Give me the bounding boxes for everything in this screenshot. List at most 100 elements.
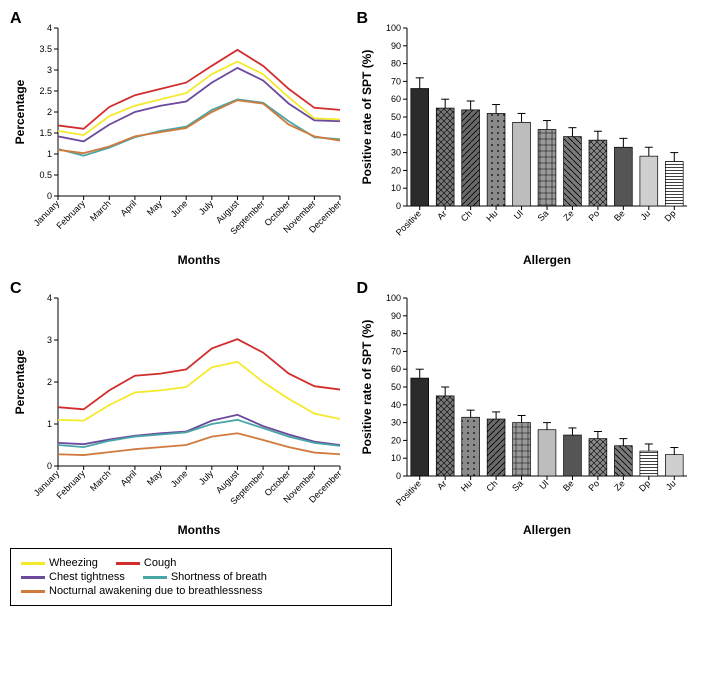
svg-text:June: June [169,198,190,219]
svg-text:May: May [145,198,164,217]
svg-text:Allergen: Allergen [522,253,570,267]
svg-text:Hu: Hu [484,208,499,223]
svg-text:1: 1 [47,149,52,159]
svg-text:1.5: 1.5 [39,128,52,138]
svg-text:Positive rate of SPT (%): Positive rate of SPT (%) [360,50,374,185]
svg-text:Ju: Ju [663,478,677,492]
panel-grid: A 00.511.522.533.54JanuaryFebruaryMarchA… [10,10,698,540]
svg-text:Positive: Positive [393,208,422,237]
svg-text:80: 80 [390,59,400,69]
svg-text:Be: Be [611,208,626,223]
svg-text:50: 50 [390,382,400,392]
svg-text:3: 3 [47,335,52,345]
panel-a: A 00.511.522.533.54JanuaryFebruaryMarchA… [10,10,352,270]
svg-text:0: 0 [395,471,400,481]
svg-text:50: 50 [390,112,400,122]
legend-swatch [116,562,140,565]
svg-text:0.5: 0.5 [39,170,52,180]
svg-text:4: 4 [47,23,52,33]
svg-text:Ar: Ar [435,208,448,221]
svg-text:Months: Months [178,253,221,267]
panel-b: B 0102030405060708090100PositiveArChHuUl… [357,10,699,270]
svg-text:Months: Months [178,523,221,537]
svg-text:2.5: 2.5 [39,86,52,96]
svg-text:90: 90 [390,41,400,51]
svg-text:April: April [119,198,139,218]
svg-text:0: 0 [47,191,52,201]
svg-text:February: February [55,468,88,501]
svg-text:Po: Po [586,478,601,493]
legend-label: Wheezing [49,557,98,569]
svg-text:Ch: Ch [458,208,473,223]
svg-text:Sa: Sa [535,208,550,223]
legend-swatch [21,590,45,593]
svg-text:Po: Po [586,208,601,223]
svg-text:90: 90 [390,311,400,321]
svg-text:Sa: Sa [510,478,525,493]
svg-text:May: May [145,468,164,487]
svg-text:Hu: Hu [458,478,473,493]
svg-text:Ju: Ju [638,208,652,222]
svg-text:June: June [169,468,190,489]
svg-text:Ze: Ze [612,478,627,493]
svg-text:Dp: Dp [637,478,652,493]
svg-text:10: 10 [390,453,400,463]
line-chart-c: 01234JanuaryFebruaryMarchAprilMayJuneJul… [10,280,350,540]
legend-box: Wheezing Cough Chest tightness Shortness of… [10,548,392,606]
panel-label-d: D [357,280,369,298]
svg-text:July: July [197,198,216,217]
svg-text:2: 2 [47,107,52,117]
panel-c: C 01234JanuaryFebruaryMarchAprilMayJuneJ… [10,280,352,540]
svg-text:60: 60 [390,364,400,374]
svg-text:0: 0 [395,201,400,211]
legend-item: Chest tightness [21,571,125,583]
legend-swatch [21,576,45,579]
legend-row: Chest tightness Shortness of breath [21,571,381,583]
svg-text:2: 2 [47,377,52,387]
svg-text:40: 40 [390,130,400,140]
svg-text:Ze: Ze [561,208,576,223]
legend-label: Chest tightness [49,571,125,583]
legend-label: Nocturnal awakening due to breathlessnes… [49,585,262,597]
svg-text:1: 1 [47,419,52,429]
svg-text:Be: Be [561,478,576,493]
svg-text:4: 4 [47,293,52,303]
legend-item: Wheezing [21,557,98,569]
svg-text:Positive: Positive [393,478,422,507]
svg-text:100: 100 [385,293,400,303]
svg-text:80: 80 [390,329,400,339]
panel-d: D 0 10 20 30 40 50 60 70 80 90 100 Positive Ar Hu Ch Sa… [357,280,699,540]
svg-text:3: 3 [47,65,52,75]
line-chart-a: 00.511.522.533.54JanuaryFebruaryMarchApr… [10,10,350,270]
svg-text:30: 30 [390,148,400,158]
svg-text:20: 20 [390,435,400,445]
svg-text:40: 40 [390,400,400,410]
svg-text:70: 70 [390,76,400,86]
svg-text:70: 70 [390,346,400,356]
panel-label-b: B [357,10,369,28]
svg-text:Ul: Ul [537,478,550,491]
legend-label: Shortness of breath [171,571,267,583]
svg-text:Ar: Ar [435,478,448,491]
svg-text:Allergen: Allergen [522,523,570,537]
svg-text:30: 30 [390,418,400,428]
legend-item: Cough [116,557,176,569]
legend-row: Wheezing Cough [21,557,381,569]
svg-text:February: February [55,198,88,231]
svg-text:0: 0 [47,461,52,471]
panel-label-c: C [10,280,22,298]
bar-chart-b: 0102030405060708090100PositiveArChHuUlSa… [357,10,697,270]
svg-text:Dp: Dp [662,208,677,223]
svg-text:20: 20 [390,165,400,175]
svg-text:Ch: Ch [484,478,499,493]
svg-text:Percentage: Percentage [13,79,27,144]
svg-text:July: July [197,468,216,487]
bar-chart-d: 0 10 20 30 40 50 60 70 80 90 100 Positive Ar Hu Ch Sa Ul… [357,280,697,540]
legend-item: Nocturnal awakening due to breathlessnes… [21,585,262,597]
svg-text:Percentage: Percentage [13,349,27,414]
svg-text:100: 100 [385,23,400,33]
legend-row: Nocturnal awakening due to breathlessnes… [21,585,381,597]
svg-text:March: March [88,468,113,493]
legend-swatch [21,562,45,565]
svg-text:March: March [88,198,113,223]
